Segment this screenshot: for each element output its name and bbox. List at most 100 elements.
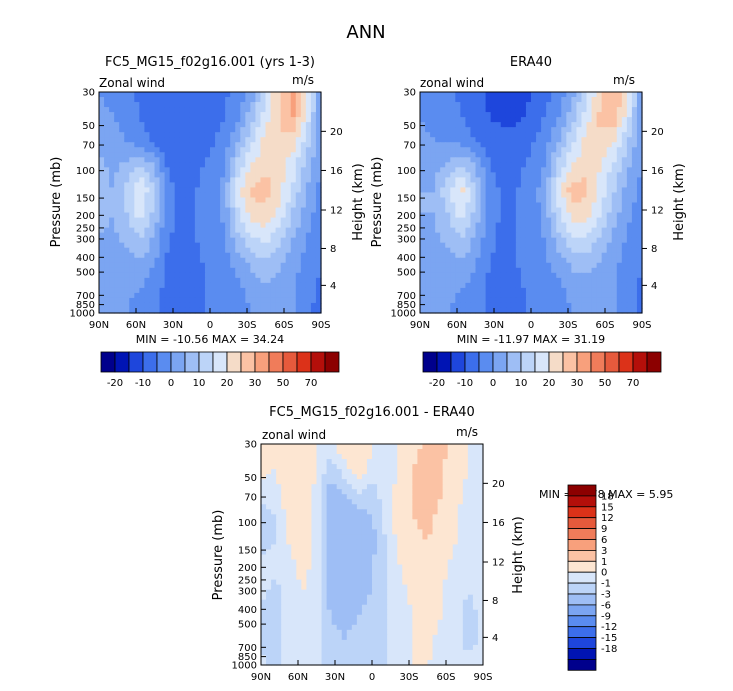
contour-cell bbox=[285, 157, 292, 163]
contour-cell bbox=[447, 449, 454, 455]
contour-cell bbox=[626, 222, 633, 229]
contour-cell bbox=[440, 117, 446, 123]
contour-cell bbox=[336, 494, 343, 500]
contour-cell bbox=[154, 92, 161, 98]
contour-cell bbox=[586, 137, 593, 143]
contour-cell bbox=[104, 97, 110, 103]
contour-cell bbox=[510, 152, 517, 158]
contour-cell bbox=[420, 287, 426, 294]
contour-cell bbox=[420, 282, 426, 289]
contour-cell bbox=[144, 147, 151, 153]
contour-cell bbox=[265, 222, 272, 229]
contour-cell bbox=[295, 207, 302, 214]
contour-cell bbox=[129, 162, 135, 168]
contour-cell bbox=[551, 272, 557, 279]
contour-cell bbox=[505, 187, 512, 194]
colorbar-swatch bbox=[198, 351, 214, 373]
contour-cell bbox=[596, 282, 603, 289]
colorbar-swatch bbox=[618, 351, 634, 373]
contour-cell bbox=[124, 272, 130, 279]
contour-cell bbox=[636, 107, 643, 113]
contour-cell bbox=[525, 167, 532, 173]
contour-cell bbox=[184, 302, 191, 309]
contour-cell bbox=[139, 252, 146, 259]
contour-cell bbox=[220, 222, 226, 229]
contour-cell bbox=[447, 479, 454, 485]
contour-cell bbox=[281, 444, 287, 450]
contour-cell bbox=[591, 127, 598, 133]
contour-cell bbox=[440, 307, 446, 314]
contour-cell bbox=[457, 514, 464, 520]
contour-cell bbox=[149, 192, 156, 199]
contour-cell bbox=[109, 117, 115, 123]
contour-cell bbox=[520, 277, 527, 284]
contour-cell bbox=[505, 152, 512, 158]
contour-cell bbox=[576, 192, 583, 199]
contour-cell bbox=[291, 524, 297, 530]
contour-cell bbox=[204, 147, 211, 153]
contour-cell bbox=[366, 529, 373, 536]
contour-cell bbox=[210, 97, 216, 103]
contour-cell bbox=[281, 479, 287, 485]
contour-cell bbox=[275, 162, 282, 168]
contour-cell bbox=[276, 444, 282, 450]
contour-cell bbox=[276, 529, 282, 536]
contour-cell bbox=[500, 137, 507, 143]
contour-cell bbox=[194, 292, 201, 299]
contour-cell bbox=[490, 107, 497, 113]
contour-cell bbox=[402, 544, 408, 551]
contour-cell bbox=[596, 262, 603, 269]
contour-cell bbox=[305, 107, 312, 113]
contour-cell bbox=[457, 459, 464, 465]
contour-cell bbox=[531, 307, 537, 314]
contour-cell bbox=[286, 499, 292, 505]
contour-cell bbox=[149, 117, 156, 123]
contour-cell bbox=[290, 287, 297, 294]
contour-cell bbox=[124, 142, 130, 148]
contour-cell bbox=[551, 147, 557, 153]
contour-cell bbox=[510, 232, 517, 239]
contour-cell bbox=[440, 252, 446, 259]
contour-cell bbox=[144, 187, 151, 194]
contour-cell bbox=[412, 514, 419, 520]
contour-cell bbox=[280, 112, 287, 118]
contour-cell bbox=[189, 237, 196, 244]
contour-cell bbox=[440, 282, 446, 289]
contour-cell bbox=[445, 142, 451, 148]
contour-cell bbox=[566, 237, 572, 244]
contour-cell bbox=[250, 267, 257, 274]
contour-cell bbox=[220, 177, 226, 184]
contour-cell bbox=[460, 277, 467, 284]
contour-cell bbox=[316, 469, 323, 475]
contour-cell bbox=[316, 499, 323, 505]
colorbar-label: -20 bbox=[107, 378, 123, 389]
contour-cell bbox=[366, 539, 373, 546]
contour-cell bbox=[412, 544, 419, 551]
contour-cell bbox=[485, 297, 492, 304]
contour-cell bbox=[290, 112, 297, 118]
contour-cell bbox=[174, 187, 181, 194]
contour-cell bbox=[571, 257, 578, 264]
contour-cell bbox=[621, 212, 628, 219]
contour-cell bbox=[300, 277, 307, 284]
contour-cell bbox=[445, 227, 451, 234]
contour-cell bbox=[437, 529, 444, 536]
contour-cell bbox=[189, 162, 196, 168]
contour-cell bbox=[154, 97, 161, 103]
contour-cell bbox=[260, 272, 267, 279]
contour-cell bbox=[566, 142, 572, 148]
contour-cell bbox=[480, 192, 487, 199]
contour-cell bbox=[490, 172, 497, 178]
contour-cell bbox=[199, 292, 206, 299]
contour-cell bbox=[179, 237, 186, 244]
contour-cell bbox=[636, 172, 643, 178]
contour-cell bbox=[139, 172, 146, 178]
contour-cell bbox=[576, 117, 583, 123]
contour-cell bbox=[485, 257, 492, 264]
colorbar-label: 20 bbox=[221, 378, 234, 389]
contour-cell bbox=[546, 267, 552, 274]
contour-cell bbox=[495, 247, 502, 254]
contour-cell bbox=[495, 237, 502, 244]
contour-cell bbox=[631, 267, 638, 274]
contour-cell bbox=[119, 107, 125, 113]
